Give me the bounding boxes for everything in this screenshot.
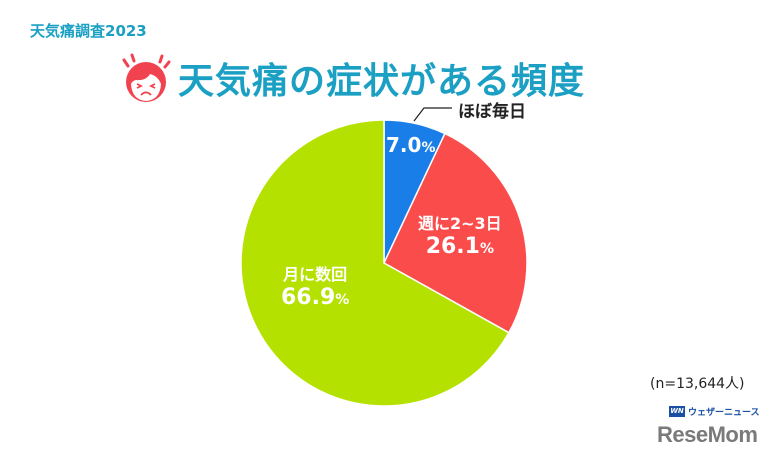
watermark-logo: ReseMom (657, 422, 758, 447)
weekly-category: 週に2~3日 (418, 214, 502, 233)
monthly-value: 66.9 (281, 285, 336, 310)
weathernews-mark-icon: WN (669, 406, 685, 417)
monthly-pct: % (335, 292, 350, 308)
weekly-pct: % (479, 241, 494, 257)
source-name: ウェザーニュース (688, 408, 760, 418)
slice-label-monthly: 月に数回 66.9% (281, 265, 349, 313)
monthly-category: 月に数回 (283, 265, 348, 284)
callout-line (413, 107, 452, 122)
title-row: 天気痛の症状がある頻度 (118, 50, 585, 106)
callout-label-daily: ほぼ毎日 (458, 102, 526, 122)
source-logo: WN ウェザーニュース (669, 405, 760, 418)
slice-label-weekly: 週に2~3日 26.1% (418, 214, 502, 262)
sample-size: (n=13,644人) (650, 376, 745, 392)
pained-face-icon (122, 53, 171, 102)
chart-subtitle: 天気痛調査2023 (30, 22, 147, 40)
slice-monthly (240, 119, 510, 407)
daily-pct: % (421, 140, 436, 156)
weekly-value: 26.1 (425, 234, 480, 259)
slice-label-daily: 7.0% (386, 132, 435, 161)
daily-value: 7.0 (386, 133, 422, 157)
pie-slices (240, 119, 528, 407)
chart-title: 天気痛の症状がある頻度 (178, 61, 586, 102)
